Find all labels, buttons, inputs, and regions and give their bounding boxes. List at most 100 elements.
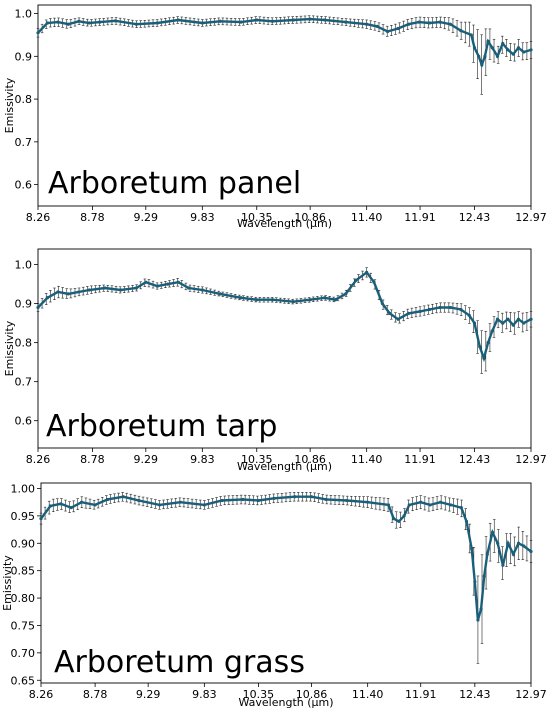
x-tick-label: 10.86 (294, 211, 326, 224)
y-tick-label: 0.80 (11, 592, 36, 605)
x-tick-label: 9.29 (134, 211, 159, 224)
data-point (482, 574, 486, 578)
data-point (478, 344, 482, 349)
x-ticks: 8.26 8.78 9.29 9.83 10.35 10.86 11.40 11.91 12.4… (29, 683, 547, 701)
x-tick-label: 8.78 (80, 453, 105, 466)
data-point (396, 26, 400, 31)
x-tick-label: 10.86 (296, 688, 328, 701)
data-point (438, 305, 442, 310)
x-tick-label: 10.86 (294, 453, 326, 466)
data-point (459, 29, 463, 33)
y-tick-label: 1.00 (11, 482, 36, 495)
data-point (255, 18, 259, 22)
data-point (482, 356, 486, 360)
data-point (427, 21, 432, 25)
series-line (40, 495, 532, 621)
x-axis-label: Wavelength (µm) (237, 460, 332, 473)
data-point (202, 503, 206, 507)
data-point (386, 503, 391, 507)
data-point (324, 497, 328, 502)
x-tick-label: 9.83 (190, 211, 215, 224)
data-point (220, 498, 224, 503)
x-tick-label: 11.91 (404, 211, 436, 224)
data-point (470, 547, 474, 551)
data-point (396, 317, 400, 321)
y-tick-label: 0.7 (15, 376, 33, 389)
data-point (366, 500, 370, 504)
data-point (113, 19, 118, 23)
data-point (323, 18, 327, 22)
y-axis-label: Emissivity (3, 77, 16, 133)
panel-annotation: Arboretum panel (48, 166, 301, 201)
data-point (291, 300, 295, 304)
data-point (87, 21, 91, 25)
data-point (449, 503, 453, 507)
data-point (218, 292, 222, 296)
data-point (155, 284, 159, 288)
data-point (392, 517, 396, 521)
data-point (345, 498, 349, 503)
data-point (119, 288, 123, 292)
data-point (406, 22, 411, 26)
data-point (144, 280, 148, 284)
data-point (529, 317, 533, 321)
x-tick-label: 9.83 (190, 453, 215, 466)
data-point (323, 296, 327, 300)
data-point (93, 503, 97, 507)
x-tick-label: 8.26 (29, 688, 54, 701)
data-point (157, 503, 162, 507)
y-axis-label: Emissivity (3, 320, 16, 376)
data-point (66, 292, 70, 296)
data-point (103, 286, 107, 290)
data-point (480, 63, 484, 67)
data-point (516, 541, 521, 545)
data-point (270, 19, 275, 23)
data-point (529, 48, 533, 52)
data-point (459, 307, 463, 312)
data-point (218, 19, 222, 23)
data-point (166, 282, 170, 286)
data-point (529, 549, 533, 554)
series-line (37, 270, 532, 363)
data-point (506, 541, 510, 545)
data-point (472, 321, 477, 325)
y-axis-label: Emissivity (1, 555, 14, 611)
y-tick-label: 0.9 (15, 50, 33, 63)
data-point (178, 500, 183, 504)
data-point (501, 41, 505, 46)
data-point (386, 29, 390, 34)
x-ticks: 8.26 8.78 9.29 9.83 10.35 10.86 11.40 11.91 12.4… (26, 448, 547, 466)
x-tick-label: 11.40 (352, 688, 384, 701)
data-point (496, 541, 500, 545)
data-point (344, 20, 348, 24)
data-point (459, 506, 463, 510)
data-point (79, 500, 84, 504)
data-point (511, 552, 515, 556)
x-tick-label: 11.40 (351, 211, 383, 224)
data-point (45, 21, 50, 25)
x-tick-label: 10.35 (241, 211, 273, 224)
x-tick-label: 8.26 (26, 453, 51, 466)
data-point (476, 618, 480, 622)
plot-frame (37, 248, 532, 449)
x-axis-label: Wavelength (µm) (237, 217, 332, 230)
x-tick-label: 12.97 (515, 453, 547, 466)
x-tick-label: 12.97 (515, 688, 547, 701)
y-tick-label: 0.70 (11, 647, 36, 660)
y-tick-label: 0.85 (11, 565, 36, 578)
plot-frame (37, 4, 532, 207)
data-point (506, 317, 510, 321)
y-tick-label: 0.6 (15, 179, 33, 192)
data-point (333, 298, 337, 302)
data-point (472, 46, 477, 50)
data-point (241, 497, 245, 502)
x-tick-label: 10.35 (243, 688, 275, 701)
data-point (467, 313, 471, 317)
data-point (516, 46, 521, 50)
data-point (291, 18, 295, 22)
data-point (464, 519, 469, 523)
data-point (56, 290, 60, 294)
data-point (59, 502, 63, 506)
y-ticks: 0.65 0.70 0.75 0.80 0.85 0.90 0.95 1.00 (11, 482, 41, 687)
data-point (490, 46, 494, 50)
